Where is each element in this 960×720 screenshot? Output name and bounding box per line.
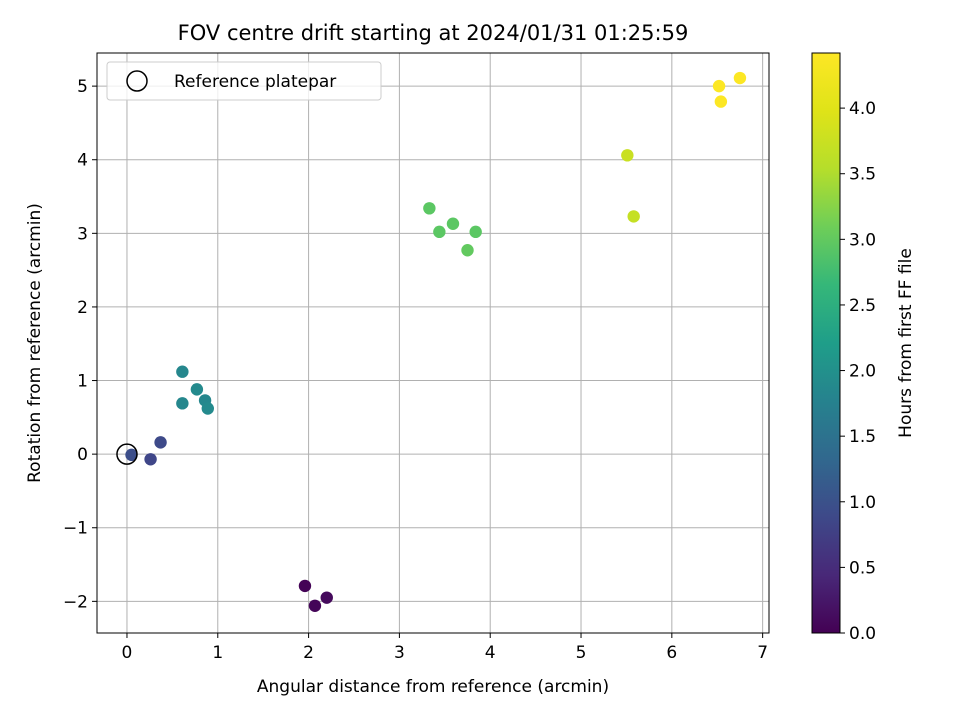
data-point [714, 95, 728, 108]
legend-entry-reference: Reference platepar [174, 72, 336, 92]
y-tick-label: 1 [77, 372, 88, 392]
x-tick-label: 6 [666, 643, 677, 663]
data-points [116, 71, 747, 612]
reference-platepar-marker [116, 443, 138, 465]
data-point [298, 579, 312, 593]
x-tick-label: 1 [212, 643, 223, 663]
data-point [176, 365, 189, 378]
x-tick-label: 0 [122, 643, 133, 663]
data-point [627, 210, 640, 223]
data-point [733, 71, 747, 85]
y-tick-label: 5 [77, 77, 88, 97]
chart-title: FOV centre drift starting at 2024/01/31 … [178, 21, 689, 45]
data-point [712, 79, 726, 93]
colorbar-tick-label: 3.0 [849, 230, 876, 250]
y-tick-label: 4 [77, 151, 88, 171]
colorbar-tick-label: 0.0 [849, 624, 876, 644]
grid-lines [97, 53, 769, 633]
data-point [320, 591, 333, 604]
y-tick-label: 3 [77, 224, 88, 244]
y-tick-label: −2 [63, 592, 88, 612]
y-tick-label: −1 [63, 519, 88, 539]
data-point [469, 225, 482, 239]
x-tick-label: 4 [485, 643, 496, 663]
data-point [125, 448, 138, 462]
y-axis-label: Rotation from reference (arcmin) [25, 203, 45, 483]
y-tick-label: 0 [77, 445, 88, 465]
data-point [621, 149, 634, 162]
colorbar-gradient [811, 52, 841, 634]
colorbar-label: Hours from first FF file [896, 248, 916, 438]
data-point [176, 397, 189, 410]
data-point [433, 225, 446, 239]
data-point [308, 599, 322, 612]
data-point [423, 202, 436, 215]
colorbar-tick-label: 3.5 [849, 165, 876, 185]
data-point [461, 244, 474, 257]
colorbar-tick-label: 2.0 [849, 362, 876, 382]
x-tick-label: 2 [303, 643, 314, 663]
colorbar-ticks: 0.0 0.5 1.0 1.5 2.0 2.5 3.0 3.5 4.0 [840, 99, 876, 644]
y-axis-ticks: −2 −1 0 1 2 3 4 5 [63, 77, 97, 612]
legend-marker-reference [126, 70, 148, 92]
colorbar-tick-label: 4.0 [849, 99, 876, 119]
x-axis-label: Angular distance from reference (arcmin) [257, 677, 609, 697]
x-tick-label: 5 [576, 643, 587, 663]
colorbar-tick-label: 1.0 [849, 493, 876, 513]
plot-frame [96, 52, 770, 634]
legend: Reference platepar [106, 61, 382, 101]
x-tick-label: 7 [757, 643, 768, 663]
y-tick-label: 2 [77, 298, 88, 318]
colorbar-tick-label: 1.5 [849, 427, 876, 447]
data-point [201, 402, 214, 415]
data-point [446, 217, 460, 230]
legend-box [106, 61, 382, 101]
x-tick-label: 3 [394, 643, 405, 663]
colorbar-tick-label: 2.5 [849, 296, 876, 316]
x-axis-ticks: 0 1 2 3 4 5 6 7 [122, 633, 768, 663]
data-point [190, 383, 204, 396]
colorbar-tick-label: 0.5 [849, 558, 876, 578]
data-point [144, 453, 157, 466]
colorbar: 0.0 0.5 1.0 1.5 2.0 2.5 3.0 3.5 4.0 Hours from f… [811, 52, 916, 644]
data-point [154, 436, 167, 449]
